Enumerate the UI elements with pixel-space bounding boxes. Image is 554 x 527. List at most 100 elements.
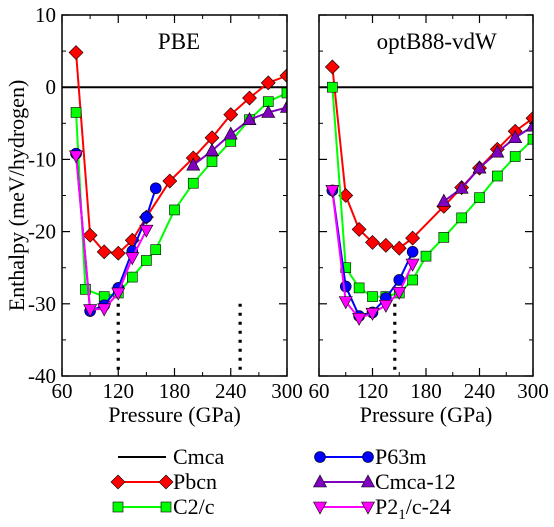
legend-label-main: P2 — [375, 494, 398, 519]
line-pbcn — [75, 52, 287, 255]
panel-2: 60 120 180 240 300 optB88-vdW Pressure (GPa) — [309, 14, 549, 427]
point-c2-c — [327, 81, 338, 93]
point-c2-c — [70, 107, 82, 118]
panel-title: optB88-vdW — [377, 29, 497, 54]
point-p2-1-c-24 — [139, 224, 154, 238]
point-pbcn — [378, 237, 394, 253]
point-cmca-12 — [436, 193, 451, 207]
legend-marker — [312, 501, 328, 515]
x-tick-label: 120 — [357, 379, 389, 403]
point-cmca-12 — [508, 130, 523, 144]
x-tick-label: 300 — [271, 379, 303, 403]
point-c2-c — [492, 170, 503, 182]
x-tick-label: 180 — [410, 379, 442, 403]
point-c2-c — [127, 271, 138, 283]
point-p63m — [339, 280, 352, 293]
point-cmca-12 — [204, 143, 220, 157]
point-pbcn — [324, 59, 340, 75]
point-p2-1-c-24 — [325, 185, 340, 199]
legend-entry-p2-1-c-24: P21/c-24 — [312, 494, 451, 523]
legend-label-main: P63m — [375, 444, 426, 469]
point-p2-1-c-24 — [392, 286, 407, 300]
y-tick-label: -40 — [28, 364, 56, 388]
point-c2-c — [420, 250, 432, 262]
point-cmca-12 — [472, 160, 487, 174]
point-pbcn — [82, 227, 98, 243]
point-c2-c — [353, 282, 365, 294]
legend-label-subscript: 1 — [398, 507, 406, 523]
point-c2-c — [367, 291, 378, 302]
point-pbcn — [260, 75, 276, 91]
legend-entry-cmca: Cmca — [118, 444, 225, 469]
x-tick-label: 240 — [215, 379, 247, 403]
point-c2-c — [527, 133, 533, 145]
point-p2-1-c-24 — [405, 258, 420, 272]
x-axis-label: Pressure (GPa) — [108, 402, 241, 427]
point-cmca-12 — [186, 157, 201, 171]
legend-entry-p63m: P63m — [314, 444, 426, 469]
point-c2-c — [206, 156, 218, 167]
point-cmca-12 — [490, 144, 505, 158]
point-c2-c — [187, 177, 199, 189]
x-axis-label: Pressure (GPa) — [360, 402, 493, 427]
plot-frame — [61, 14, 288, 377]
point-c2-c — [141, 255, 152, 266]
point-pbcn — [162, 173, 178, 189]
point-pbcn — [391, 240, 407, 256]
point-p2-1-c-24 — [352, 312, 367, 326]
point-p2-1-c-24 — [378, 299, 393, 313]
legend-label: Cmca — [173, 444, 225, 469]
panel-title: PBE — [158, 29, 200, 54]
y-tick-label: 0 — [46, 75, 57, 99]
point-p2-1-c-24 — [97, 303, 112, 317]
legend-entry-cmca-12: Cmca-12 — [312, 469, 456, 494]
series-c2-c — [70, 87, 287, 302]
series-pbcn — [324, 59, 533, 256]
legend-label: P63m — [375, 444, 426, 469]
x-tick-label: 60 — [52, 379, 73, 403]
series-cmca-12 — [436, 118, 533, 207]
legend-label-tail: /c-24 — [406, 494, 451, 519]
point-p2-1-c-24 — [125, 252, 140, 266]
legend-marker — [110, 474, 126, 490]
point-pbcn — [351, 222, 367, 237]
line-c2-c — [331, 87, 533, 298]
legend-marker — [312, 474, 328, 488]
point-c2-c — [80, 284, 91, 295]
point-pbcn — [68, 45, 84, 60]
point-p63m — [406, 246, 419, 258]
legend-marker — [314, 451, 326, 463]
point-pbcn — [110, 245, 126, 261]
point-cmca-12 — [223, 126, 238, 140]
point-cmca-12 — [242, 112, 257, 125]
point-p2-1-c-24 — [338, 296, 353, 310]
legend-marker — [112, 501, 124, 513]
point-cmca-12 — [279, 99, 287, 113]
y-tick-label: -20 — [28, 220, 56, 244]
point-pbcn — [365, 235, 380, 250]
x-tick-label: 180 — [159, 379, 191, 403]
point-cmca-12 — [454, 180, 469, 194]
point-p2-1-c-24 — [69, 150, 84, 164]
point-p63m — [149, 182, 162, 195]
point-pbcn — [405, 230, 421, 246]
legend-label-main: Cmca-12 — [375, 469, 456, 494]
legend-label-main: Pbcn — [173, 469, 217, 494]
point-p2-1-c-24 — [111, 287, 126, 301]
point-pbcn — [96, 244, 112, 260]
point-c2-c — [407, 274, 418, 286]
point-pbcn — [223, 107, 239, 123]
y-tick-label: -10 — [28, 147, 56, 171]
x-tick-label: 240 — [464, 379, 496, 403]
legend-label: Pbcn — [173, 469, 217, 494]
point-cmca-12 — [261, 104, 276, 118]
legend-label: P21/c-24 — [375, 494, 451, 523]
point-p63m — [140, 211, 153, 223]
legend-marker — [362, 451, 374, 463]
point-pbcn — [242, 90, 257, 106]
point-c2-c — [150, 244, 162, 255]
y-tick-label: 10 — [35, 3, 56, 27]
point-c2-c — [281, 87, 287, 99]
series-c2-c — [327, 81, 533, 302]
series-cmca-12 — [186, 99, 287, 171]
